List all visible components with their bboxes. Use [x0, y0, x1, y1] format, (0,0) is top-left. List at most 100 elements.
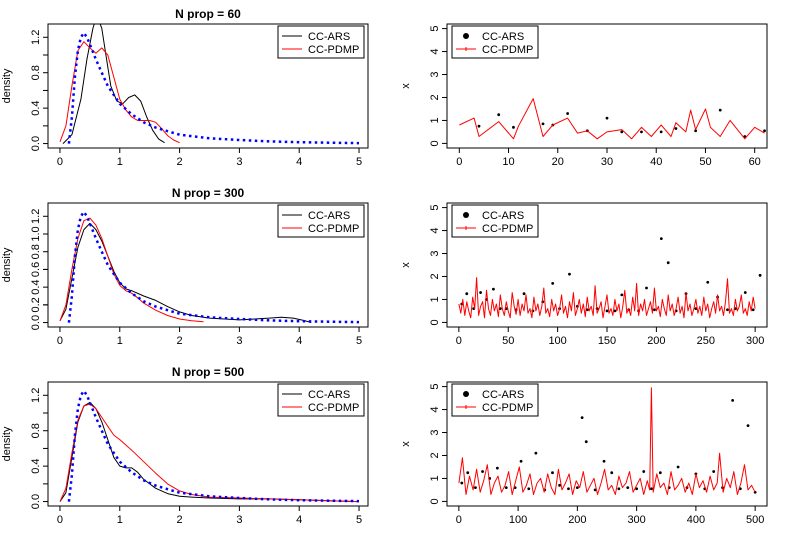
y-tick-label: 1 — [429, 475, 441, 481]
y-tick-label: 1.0 — [30, 226, 42, 241]
ars-point — [512, 125, 515, 129]
y-tick-label: 0.2 — [30, 297, 42, 312]
pdmp-trace-line — [459, 98, 765, 140]
ars-point — [474, 486, 477, 490]
legend-label: CC-PDMP — [482, 44, 533, 56]
ars-point — [718, 108, 722, 112]
legend-label: CC-ARS — [482, 31, 524, 43]
y-tick-label: 4 — [429, 406, 441, 412]
ars-point — [466, 471, 470, 475]
ars-point — [743, 291, 747, 294]
y-tick-label: 4 — [429, 48, 441, 54]
ars-point — [605, 116, 609, 120]
ars-point — [635, 487, 639, 491]
ars-point — [653, 308, 656, 312]
ars-point — [706, 280, 710, 284]
x-tick-label: 50 — [502, 335, 514, 347]
ars-point — [527, 487, 531, 491]
ars-point — [731, 398, 735, 402]
x-tick-label: 3 — [236, 335, 242, 347]
data-layer — [458, 387, 757, 495]
plot-frame — [47, 202, 369, 328]
ars-point — [534, 451, 538, 455]
y-tick-label: 1.2 — [30, 30, 42, 45]
y-tick-label: 2 — [429, 94, 441, 100]
ars-point — [477, 124, 481, 128]
y-tick-label: 5 — [429, 205, 441, 211]
ars-point — [620, 130, 624, 134]
y-tick-label: 0 — [429, 319, 441, 325]
data-layer — [458, 237, 762, 319]
ars-point — [610, 471, 614, 475]
x-tick-label: 0 — [57, 156, 63, 168]
ars-point — [584, 440, 588, 444]
ars-point — [575, 486, 579, 490]
ars-point — [620, 293, 624, 297]
legend-label: CC-ARS — [308, 389, 350, 401]
x-tick-label: 500 — [746, 514, 764, 526]
ars-point — [658, 471, 662, 475]
y-tick-label: 0.4 — [30, 279, 42, 294]
pdmp-trace-line — [458, 277, 756, 319]
y-tick-label: 0.0 — [30, 136, 42, 151]
x-tick-label: 1 — [117, 335, 123, 347]
x-tick-label: 100 — [509, 514, 527, 526]
x-tick-label: 4 — [296, 335, 302, 347]
ars-point — [551, 471, 554, 475]
data-layer — [59, 24, 360, 145]
y-tick-label: 3 — [429, 71, 441, 77]
ars-point — [746, 424, 750, 428]
data-layer — [59, 210, 360, 324]
ars-point — [558, 483, 561, 487]
ars-point — [497, 113, 501, 117]
x-tick-label: 30 — [601, 156, 613, 168]
legend-label: CC-ARS — [308, 210, 350, 222]
y-tick-label: 2 — [429, 452, 441, 458]
x-tick-label: 2 — [177, 514, 183, 526]
ars-point — [519, 459, 523, 463]
ars-point — [694, 129, 698, 133]
data-layer — [459, 98, 766, 140]
y-tick-label: 0.0 — [30, 494, 42, 509]
legend-box — [451, 25, 539, 59]
y-axis-label: x — [400, 262, 412, 268]
ars-point — [551, 281, 555, 285]
x-tick-label: 40 — [650, 156, 662, 168]
y-tick-label: 0.8 — [30, 244, 42, 259]
x-tick-label: 400 — [687, 514, 705, 526]
y-tick-label: 0 — [429, 140, 441, 146]
legend-box — [451, 204, 539, 238]
legend-label: CC-PDMP — [308, 223, 359, 235]
y-tick-label: 5 — [429, 26, 441, 32]
ars-point — [659, 130, 663, 134]
ars-point — [566, 112, 570, 115]
x-tick-label: 250 — [697, 335, 715, 347]
ars-point — [460, 481, 464, 485]
ars-point — [613, 309, 617, 313]
x-tick-label: 0 — [57, 514, 63, 526]
legend-point-icon — [463, 391, 469, 397]
legend-label: CC-ARS — [308, 31, 350, 43]
ars-point — [580, 416, 584, 419]
x-tick-label: 10 — [502, 156, 514, 168]
y-tick-label: 3 — [429, 250, 441, 256]
target-density-line — [67, 210, 360, 324]
y-tick-label: 5 — [429, 384, 441, 390]
ars-point — [605, 309, 609, 313]
plot-frame — [47, 23, 369, 149]
x-tick-label: 200 — [647, 335, 665, 347]
ars-point — [541, 122, 545, 126]
y-tick-label: 1.2 — [30, 209, 42, 224]
y-tick-label: 0 — [429, 498, 441, 504]
ars-point — [626, 486, 630, 490]
chart-panel-5: 0 1 2 3 4 5 0.0 0.4 0.8 1.2 density N prop = 500 CC-… — [1, 365, 369, 526]
plot-frame — [446, 381, 768, 507]
y-tick-label: 3 — [429, 429, 441, 435]
y-tick-label: 4 — [429, 227, 441, 233]
ars-point — [640, 130, 643, 134]
ars-point — [568, 272, 571, 276]
y-tick-label: 2 — [429, 273, 441, 279]
